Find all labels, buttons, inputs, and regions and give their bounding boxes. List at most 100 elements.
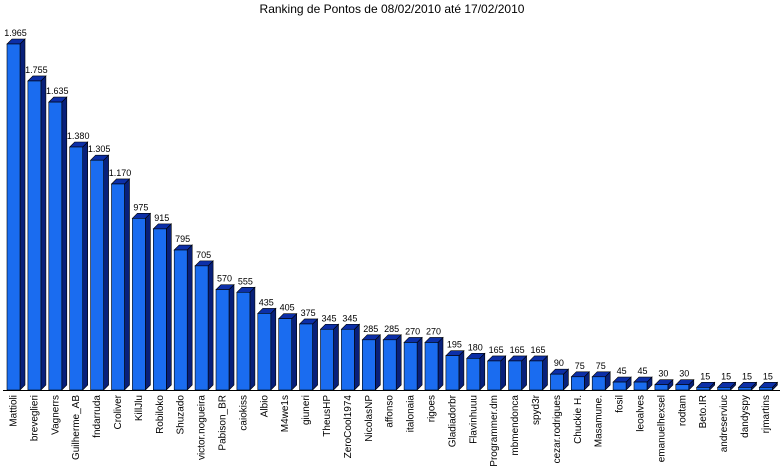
data-label: 1.755 — [25, 65, 48, 75]
data-label: 405 — [280, 303, 295, 313]
bar-front — [759, 387, 773, 391]
bar-side — [395, 334, 402, 391]
bar — [68, 141, 89, 391]
bar — [361, 334, 382, 391]
bar — [633, 376, 653, 391]
bar-front — [508, 360, 522, 391]
category-label: victor.nogueira — [197, 395, 208, 460]
bar-front — [341, 328, 355, 391]
bar-side — [374, 334, 381, 391]
data-label: 285 — [384, 324, 399, 334]
category-label: andreserviuc — [719, 395, 730, 452]
bar-front — [132, 218, 146, 391]
category-label: Shuzado — [176, 395, 187, 435]
bar — [486, 355, 507, 391]
bar-front — [27, 80, 42, 391]
bar-front — [633, 381, 648, 391]
category-label: cezar.rodrigues — [552, 395, 563, 463]
category-label: affonso — [385, 395, 396, 428]
bar — [277, 312, 298, 391]
bar-front — [550, 373, 564, 391]
bar-side — [249, 286, 256, 391]
bar-front — [173, 249, 188, 391]
data-label: 15 — [700, 371, 710, 381]
category-label: KillJlu — [134, 395, 145, 421]
bar-side — [19, 38, 26, 391]
category-label: rodtam — [677, 395, 688, 426]
category-label: Vagnerrs — [50, 395, 61, 435]
bar — [298, 318, 319, 391]
bar-front — [570, 376, 585, 391]
bar-front — [696, 387, 711, 391]
data-label: 165 — [510, 345, 525, 355]
category-label: dandyspy — [740, 395, 751, 438]
data-label: 555 — [238, 276, 253, 286]
bar — [549, 368, 570, 391]
bar — [612, 376, 632, 391]
category-label: Robiloko — [155, 395, 166, 434]
data-label: 45 — [637, 366, 647, 376]
bar-front — [111, 183, 125, 391]
bar-front — [215, 289, 230, 391]
data-label: 30 — [679, 369, 689, 379]
bar-side — [145, 212, 151, 391]
bar-side — [40, 75, 47, 391]
data-label: 345 — [342, 313, 357, 323]
bar-front — [48, 101, 63, 391]
category-label: fndarruda — [92, 395, 103, 438]
bar — [257, 307, 277, 391]
bar-side — [437, 336, 444, 391]
bar — [6, 38, 26, 391]
data-label: 270 — [405, 326, 420, 336]
bar — [319, 323, 340, 391]
bar-front — [153, 228, 167, 391]
bar-front — [236, 291, 251, 391]
bar-side — [124, 178, 130, 391]
bar — [737, 381, 758, 391]
category-label: fosil — [615, 395, 626, 413]
bar-front — [90, 159, 104, 391]
data-label: 915 — [154, 213, 169, 223]
category-label: Beto.IR — [698, 395, 709, 428]
bar-front — [717, 387, 731, 391]
bar-side — [312, 318, 318, 391]
data-label: 45 — [617, 366, 627, 376]
bar — [528, 355, 549, 391]
data-label: 75 — [596, 361, 606, 371]
chart-title: Ranking de Pontos de 08/02/2010 até 17/0… — [259, 2, 525, 16]
data-label: 15 — [763, 371, 773, 381]
category-label: M4we1s — [280, 395, 291, 432]
data-label: 195 — [447, 340, 462, 350]
category-label: mbmendonca — [510, 395, 521, 456]
data-label: 795 — [175, 234, 190, 244]
bar-front — [612, 381, 627, 391]
bar-front — [487, 360, 502, 391]
data-label: 375 — [301, 308, 316, 318]
data-label: 1.305 — [88, 144, 111, 154]
bar-front — [424, 342, 439, 391]
category-label: Mattioli — [9, 395, 20, 427]
category-label: Pabison_BR — [218, 395, 229, 451]
data-label: 1.635 — [46, 86, 69, 96]
data-label: 345 — [321, 313, 336, 323]
data-label: 75 — [575, 361, 585, 371]
bar — [424, 336, 444, 391]
bar — [695, 381, 716, 391]
data-label: 270 — [426, 326, 441, 336]
bar-side — [479, 352, 486, 391]
bar-side — [207, 260, 214, 391]
bar-front — [257, 313, 272, 391]
data-label: 1.170 — [109, 168, 132, 178]
bar-front — [69, 146, 83, 391]
bar-side — [354, 323, 360, 391]
bar — [173, 244, 193, 391]
bar-front — [654, 384, 669, 391]
category-label: emanuelhexsel — [656, 395, 667, 462]
category-label: Gladiadorbr — [447, 394, 458, 447]
bar — [194, 260, 214, 391]
bar-side — [61, 96, 68, 391]
bar — [466, 352, 486, 391]
data-label: 30 — [658, 369, 668, 379]
bar-side — [521, 355, 527, 391]
